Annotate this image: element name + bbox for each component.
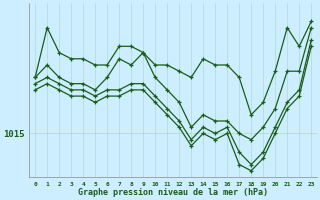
X-axis label: Graphe pression niveau de la mer (hPa): Graphe pression niveau de la mer (hPa): [78, 188, 268, 197]
